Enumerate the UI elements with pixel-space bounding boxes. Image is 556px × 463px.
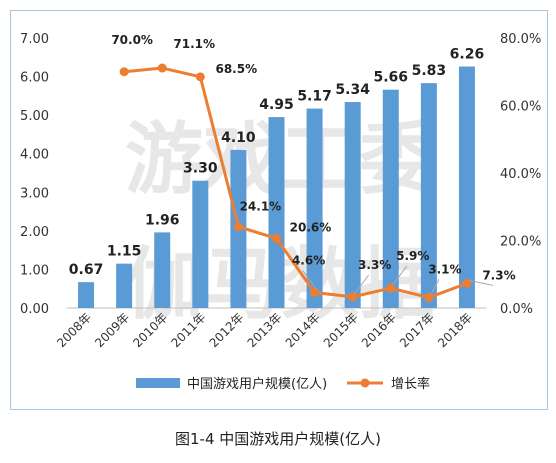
growth-rate-point bbox=[386, 283, 396, 293]
bar-data-label: 4.10 bbox=[221, 130, 256, 146]
growth-rate-line bbox=[123, 66, 468, 300]
growth-rate-point bbox=[424, 293, 434, 303]
y-left-tick-label: 0.00 bbox=[20, 302, 49, 317]
bar bbox=[306, 108, 323, 308]
bar bbox=[192, 180, 209, 308]
leader-line bbox=[392, 265, 408, 286]
x-tick-label: 2008年 bbox=[54, 310, 94, 350]
y-left-tick-label: 5.00 bbox=[20, 109, 49, 124]
growth-rate-point bbox=[310, 287, 320, 297]
bar-data-label: 5.17 bbox=[297, 89, 332, 105]
growth-rate-data-label: 70.0% bbox=[111, 33, 153, 47]
growth-rate-point bbox=[157, 63, 167, 73]
bar-data-label: 5.66 bbox=[373, 70, 408, 86]
y-left-tick-label: 4.00 bbox=[20, 148, 49, 163]
chart-frame: 游戏工委伽马数据0.001.002.003.004.005.006.007.00… bbox=[10, 10, 548, 410]
figure-caption: 图1-4 中国游戏用户规模(亿人) bbox=[175, 430, 381, 448]
y-left-tick-label: 7.00 bbox=[20, 32, 49, 47]
growth-rate-point bbox=[348, 292, 358, 302]
growth-rate-data-label: 5.9% bbox=[396, 249, 429, 263]
y-left-tick-label: 1.00 bbox=[20, 263, 49, 278]
y-left-tick-label: 6.00 bbox=[20, 71, 49, 86]
growth-rate-point bbox=[272, 233, 281, 243]
y-right-tick-label: 0.0% bbox=[500, 302, 533, 317]
bar bbox=[154, 232, 171, 308]
growth-rate-data-label: 3.3% bbox=[358, 258, 391, 272]
leader-line bbox=[430, 279, 440, 295]
bar bbox=[78, 282, 95, 308]
growth-rate-point bbox=[233, 222, 243, 232]
leader-line bbox=[302, 270, 317, 290]
growth-rate-point bbox=[119, 67, 129, 77]
leader-line bbox=[354, 274, 370, 295]
y-left-tick-label: 2.00 bbox=[20, 225, 49, 240]
growth-rate-data-label: 20.6% bbox=[290, 220, 332, 234]
growth-rate-point bbox=[462, 278, 472, 288]
bar bbox=[344, 102, 361, 309]
bar-data-label: 3.30 bbox=[183, 161, 218, 177]
y-right-tick-label: 80.0% bbox=[500, 32, 541, 47]
y-right-tick-label: 40.0% bbox=[500, 167, 541, 182]
y-left-tick-label: 3.00 bbox=[20, 186, 49, 201]
y-right-tick-label: 20.0% bbox=[500, 235, 541, 250]
growth-rate-data-label: 7.3% bbox=[482, 268, 515, 282]
bar-data-label: 6.26 bbox=[450, 47, 485, 63]
leader-line bbox=[468, 279, 494, 286]
y-right-tick-label: 60.0% bbox=[500, 100, 541, 115]
legend-bar-swatch bbox=[136, 378, 180, 388]
bar-data-label: 0.67 bbox=[69, 262, 104, 278]
x-tick-label: 2018年 bbox=[435, 310, 475, 350]
legend-line-marker bbox=[360, 378, 370, 388]
growth-rate-point bbox=[195, 72, 205, 82]
legend-bar-label: 中国游戏用户规模(亿人) bbox=[187, 376, 327, 392]
growth-rate-data-label: 24.1% bbox=[240, 200, 282, 214]
legend-line-label: 增长率 bbox=[391, 376, 430, 392]
bar bbox=[116, 263, 133, 308]
bar-data-label: 1.96 bbox=[145, 212, 180, 228]
growth-rate-data-label: 4.6% bbox=[292, 253, 325, 267]
bar bbox=[268, 117, 285, 308]
bar-data-label: 1.15 bbox=[107, 244, 142, 260]
growth-rate-data-label: 68.5% bbox=[215, 62, 257, 76]
bar-data-label: 5.34 bbox=[335, 82, 370, 98]
growth-chart: 游戏工委伽马数据0.001.002.003.004.005.006.007.00… bbox=[20, 32, 541, 392]
growth-rate-data-label: 71.1% bbox=[173, 37, 215, 51]
bar bbox=[420, 83, 437, 308]
x-tick-label: 2009年 bbox=[92, 310, 132, 350]
bar-data-label: 4.95 bbox=[259, 97, 294, 113]
growth-rate-data-label: 3.1% bbox=[428, 263, 461, 277]
bar bbox=[458, 66, 475, 308]
bar-data-label: 5.83 bbox=[412, 63, 447, 79]
bar bbox=[382, 89, 399, 308]
